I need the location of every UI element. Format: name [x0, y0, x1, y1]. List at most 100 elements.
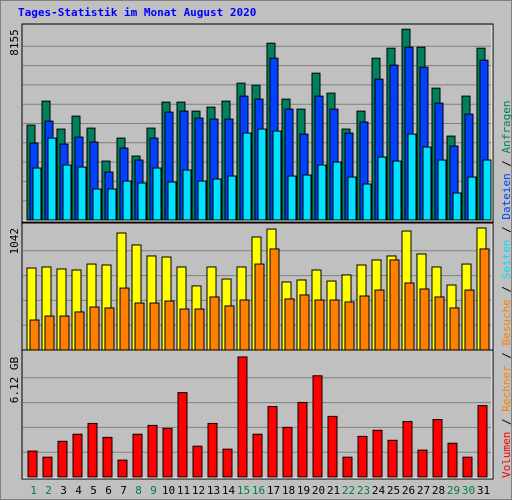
x-tick-label: 2	[45, 484, 52, 497]
x-tick-label: 3	[60, 484, 67, 497]
bar	[192, 445, 203, 478]
x-tick-label: 20	[312, 484, 325, 497]
bar	[269, 248, 280, 351]
legend-separator: /	[500, 220, 512, 240]
bar	[327, 415, 338, 478]
x-tick-label: 21	[327, 484, 340, 497]
bar	[132, 433, 143, 478]
bar	[254, 263, 265, 351]
x-tick-label: 30	[462, 484, 475, 497]
x-tick-label: 7	[120, 484, 127, 497]
bar	[27, 450, 38, 478]
legend-entry: Anfragen	[500, 100, 512, 153]
bar	[57, 440, 68, 478]
legend-separator: /	[500, 279, 512, 299]
bar	[434, 296, 445, 351]
bar	[342, 456, 353, 478]
x-tick-label: 29	[447, 484, 460, 497]
x-tick-label: 13	[207, 484, 220, 497]
bar	[329, 299, 340, 351]
bar	[167, 181, 177, 221]
legend-entry: Besuche	[500, 299, 512, 345]
bar	[179, 308, 190, 351]
y-tick-label: 6.12 GB	[8, 357, 21, 404]
bar	[404, 282, 415, 351]
bar	[72, 433, 83, 478]
bar	[87, 422, 98, 478]
y-tick-label: 1042	[8, 228, 21, 255]
x-tick-label: 23	[357, 484, 370, 497]
bar	[42, 456, 53, 478]
bar	[92, 188, 102, 221]
bar	[147, 424, 158, 478]
bar	[164, 300, 175, 351]
bar	[462, 456, 473, 478]
bar	[344, 301, 355, 351]
bar	[119, 287, 130, 351]
bar	[44, 315, 55, 351]
bar	[407, 133, 417, 221]
bar	[149, 302, 160, 351]
bar	[402, 420, 413, 478]
bar	[47, 137, 57, 221]
bar	[267, 406, 278, 478]
bar	[122, 180, 132, 221]
bar	[177, 392, 188, 478]
bar	[299, 294, 310, 351]
bar	[312, 375, 323, 478]
bar	[362, 183, 372, 221]
x-tick-label: 4	[75, 484, 82, 497]
y-tick-label: 8155	[8, 29, 21, 56]
bar	[389, 259, 400, 351]
x-tick-label: 10	[162, 484, 175, 497]
bar	[464, 289, 475, 351]
bar	[224, 305, 235, 351]
bar	[237, 356, 248, 478]
bar	[227, 175, 237, 221]
bar	[197, 180, 207, 221]
bar	[134, 302, 145, 351]
legend-entry: Seiten	[500, 240, 512, 280]
bar	[332, 161, 342, 221]
bar	[452, 192, 462, 221]
legend-separator: /	[500, 153, 512, 173]
bar	[257, 128, 267, 221]
bar	[242, 132, 252, 221]
x-tick-label: 24	[372, 484, 386, 497]
bar	[59, 315, 70, 351]
bar	[449, 307, 460, 351]
bar	[482, 159, 492, 221]
bar	[422, 146, 432, 221]
chart-title: Tages-Statistik im Monat August 2020	[18, 6, 256, 19]
bar	[347, 176, 357, 221]
bar	[212, 178, 222, 221]
bar	[477, 405, 488, 478]
x-tick-label: 31	[477, 484, 490, 497]
bar	[162, 427, 173, 478]
x-tick-label: 8	[135, 484, 142, 497]
bar	[387, 439, 398, 478]
bar	[284, 298, 295, 351]
bar	[102, 436, 113, 478]
bar	[209, 296, 220, 351]
bar	[432, 419, 443, 478]
bar	[137, 182, 147, 221]
x-tick-label: 14	[222, 484, 236, 497]
bar	[89, 306, 100, 351]
x-tick-label: 15	[237, 484, 250, 497]
bar	[282, 426, 293, 478]
bar	[357, 435, 368, 478]
bar	[62, 164, 72, 221]
bar	[467, 176, 477, 221]
legend-entry: Volumen	[500, 432, 512, 478]
legend-entry: Dateien	[500, 173, 512, 219]
bar	[374, 289, 385, 351]
bar	[222, 448, 233, 478]
x-tick-label: 19	[297, 484, 310, 497]
bar	[194, 308, 205, 351]
bar	[437, 159, 447, 221]
bar	[152, 167, 162, 221]
bar	[317, 164, 327, 221]
bar	[252, 433, 263, 478]
